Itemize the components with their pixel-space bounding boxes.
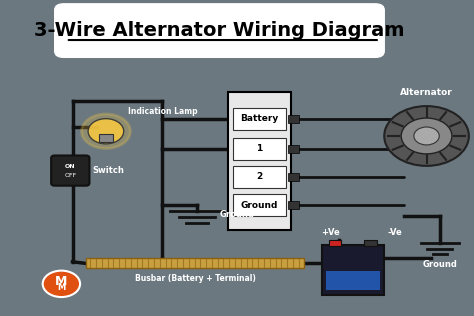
Bar [328, 240, 341, 246]
Circle shape [88, 119, 124, 144]
FancyBboxPatch shape [228, 92, 291, 230]
FancyBboxPatch shape [233, 194, 286, 216]
Bar [288, 115, 299, 123]
Circle shape [384, 106, 469, 166]
Bar [288, 201, 299, 209]
Circle shape [43, 270, 80, 297]
FancyBboxPatch shape [233, 137, 286, 160]
Text: Switch: Switch [92, 166, 125, 175]
Circle shape [414, 127, 439, 145]
FancyBboxPatch shape [233, 166, 286, 188]
Bar [86, 258, 304, 268]
Text: 2: 2 [256, 172, 263, 181]
FancyBboxPatch shape [233, 108, 286, 130]
Text: Ground: Ground [241, 201, 278, 210]
Text: +Ve: +Ve [321, 228, 340, 237]
Text: Battery: Battery [240, 114, 279, 123]
FancyBboxPatch shape [51, 155, 90, 186]
Text: Indication Lamp: Indication Lamp [128, 106, 198, 116]
Text: -Ve: -Ve [388, 228, 403, 237]
FancyBboxPatch shape [322, 245, 384, 295]
Text: ON: ON [65, 164, 75, 169]
Bar [288, 145, 299, 153]
Text: Alternator: Alternator [400, 88, 453, 97]
Text: M: M [57, 283, 65, 292]
Circle shape [82, 114, 130, 149]
Text: 1: 1 [256, 144, 263, 153]
Bar [327, 271, 380, 290]
Text: Ground: Ground [219, 210, 255, 219]
FancyBboxPatch shape [55, 4, 384, 57]
Text: M: M [55, 275, 68, 288]
Text: 3-Wire Alternator Wiring Diagram: 3-Wire Alternator Wiring Diagram [34, 21, 405, 40]
Text: Busbar (Battery + Terminal): Busbar (Battery + Terminal) [135, 274, 255, 283]
Text: OFF: OFF [64, 173, 76, 178]
Bar [99, 134, 113, 142]
Bar [364, 240, 377, 246]
Circle shape [401, 118, 452, 154]
Bar [288, 173, 299, 181]
Text: Ground: Ground [422, 260, 457, 269]
